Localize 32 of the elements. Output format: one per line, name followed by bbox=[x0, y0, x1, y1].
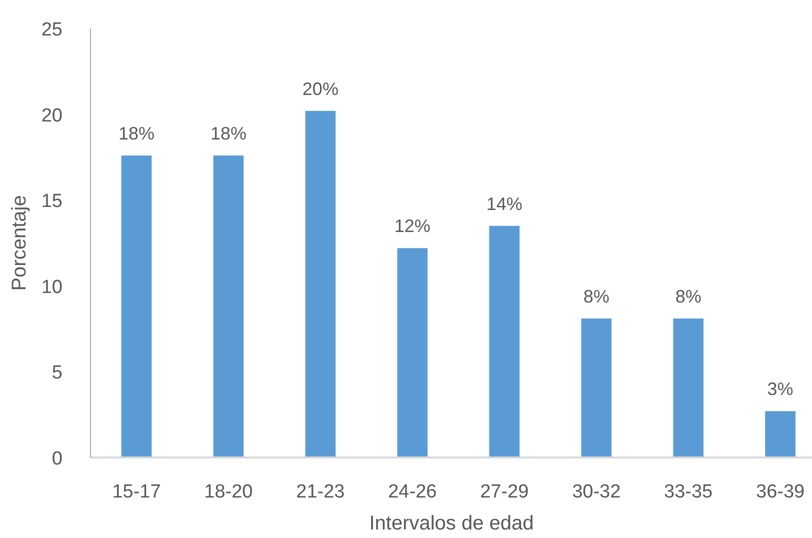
data-label: 18% bbox=[118, 123, 155, 144]
data-label: 20% bbox=[302, 78, 338, 99]
data-label: 8% bbox=[675, 286, 702, 307]
y-tick-label: 10 bbox=[41, 276, 63, 298]
data-label: 12% bbox=[394, 216, 430, 236]
y-tick-label: 0 bbox=[52, 448, 63, 470]
x-tick-label: 24-26 bbox=[388, 482, 437, 502]
y-tick-label: 5 bbox=[52, 362, 63, 384]
y-tick-label: 20 bbox=[41, 105, 63, 126]
x-tick-label: 15-17 bbox=[112, 482, 161, 502]
x-tick-label: 27-29 bbox=[480, 482, 529, 502]
bar bbox=[765, 411, 796, 458]
x-tick-label: 33-35 bbox=[664, 482, 713, 502]
x-tick-label: 36-39 bbox=[756, 482, 805, 502]
y-tick-label: 15 bbox=[41, 191, 63, 212]
bar bbox=[581, 318, 612, 458]
y-tick-label: 25 bbox=[41, 20, 63, 40]
bar bbox=[213, 155, 244, 458]
bar bbox=[121, 155, 152, 458]
bar bbox=[305, 110, 336, 458]
data-label: 3% bbox=[767, 379, 794, 400]
x-tick-label: 21-23 bbox=[296, 482, 345, 502]
x-axis-title: Intervalos de edad bbox=[369, 512, 534, 534]
data-label: 8% bbox=[583, 286, 610, 307]
x-tick-label: 30-32 bbox=[572, 482, 621, 502]
data-label: 14% bbox=[486, 194, 522, 214]
y-axis-title: Porcentaje bbox=[8, 195, 30, 291]
bar bbox=[489, 226, 520, 458]
bar bbox=[673, 318, 704, 458]
data-label: 18% bbox=[210, 123, 246, 144]
x-tick-label: 18-20 bbox=[204, 482, 253, 502]
bar bbox=[397, 248, 428, 458]
